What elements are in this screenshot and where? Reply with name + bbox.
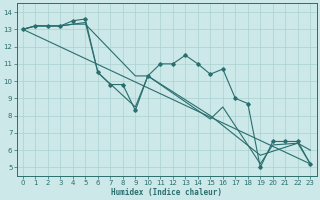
X-axis label: Humidex (Indice chaleur): Humidex (Indice chaleur) <box>111 188 222 197</box>
